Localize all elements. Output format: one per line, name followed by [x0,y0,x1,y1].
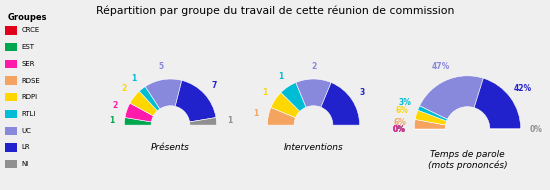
Text: Présents: Présents [151,143,190,152]
Text: 2: 2 [112,101,117,110]
Bar [5,127,17,135]
Text: 1: 1 [278,71,283,81]
Wedge shape [130,91,157,116]
Text: 2: 2 [122,84,126,93]
Bar [5,60,17,68]
Wedge shape [271,93,300,118]
Text: Groupes: Groupes [8,13,47,22]
Text: LR: LR [22,144,30,150]
Bar [5,26,17,35]
Text: 5: 5 [158,62,163,71]
Text: 3%: 3% [399,97,411,107]
Text: 0%: 0% [393,124,406,134]
Text: RDSE: RDSE [22,78,41,84]
Text: RTLI: RTLI [22,111,36,117]
Text: EST: EST [22,44,35,50]
Text: 47%: 47% [431,62,449,71]
Bar [5,76,17,85]
Text: 1: 1 [253,109,258,118]
Text: Interventions: Interventions [284,143,343,152]
Wedge shape [267,108,295,125]
Text: RDPI: RDPI [22,94,38,100]
Text: 0%: 0% [393,124,406,134]
Text: UC: UC [22,128,32,134]
Bar [5,160,17,168]
Wedge shape [124,118,151,125]
Text: Répartition par groupe du travail de cette réunion de commission: Répartition par groupe du travail de cet… [96,6,454,16]
Text: 0%: 0% [529,124,542,134]
Text: 3: 3 [360,88,365,97]
Wedge shape [125,103,153,122]
Wedge shape [321,82,360,125]
Bar [5,143,17,152]
Text: SER: SER [22,61,35,67]
Text: 1: 1 [131,74,137,83]
Wedge shape [418,106,447,121]
Text: 6%: 6% [393,118,406,127]
Text: NI: NI [22,161,29,167]
Text: CRCE: CRCE [22,27,40,33]
Bar [5,93,17,101]
Text: 1: 1 [262,88,267,97]
Wedge shape [414,120,446,129]
Wedge shape [296,79,331,107]
Wedge shape [190,118,217,125]
Text: 2: 2 [311,62,316,70]
Wedge shape [145,79,182,109]
Text: 7: 7 [211,81,217,90]
Text: 1: 1 [109,116,114,125]
Text: 6%: 6% [395,106,408,115]
Text: Temps de parole
(mots prononcés): Temps de parole (mots prononcés) [428,150,507,169]
Text: 42%: 42% [513,84,531,93]
Bar [5,43,17,51]
Wedge shape [420,76,483,119]
Wedge shape [281,82,306,111]
Text: 1: 1 [227,116,232,125]
Wedge shape [474,78,521,129]
Wedge shape [175,80,216,122]
Text: 0%: 0% [393,124,406,134]
Wedge shape [415,110,447,125]
Wedge shape [139,86,160,111]
Bar [5,110,17,118]
